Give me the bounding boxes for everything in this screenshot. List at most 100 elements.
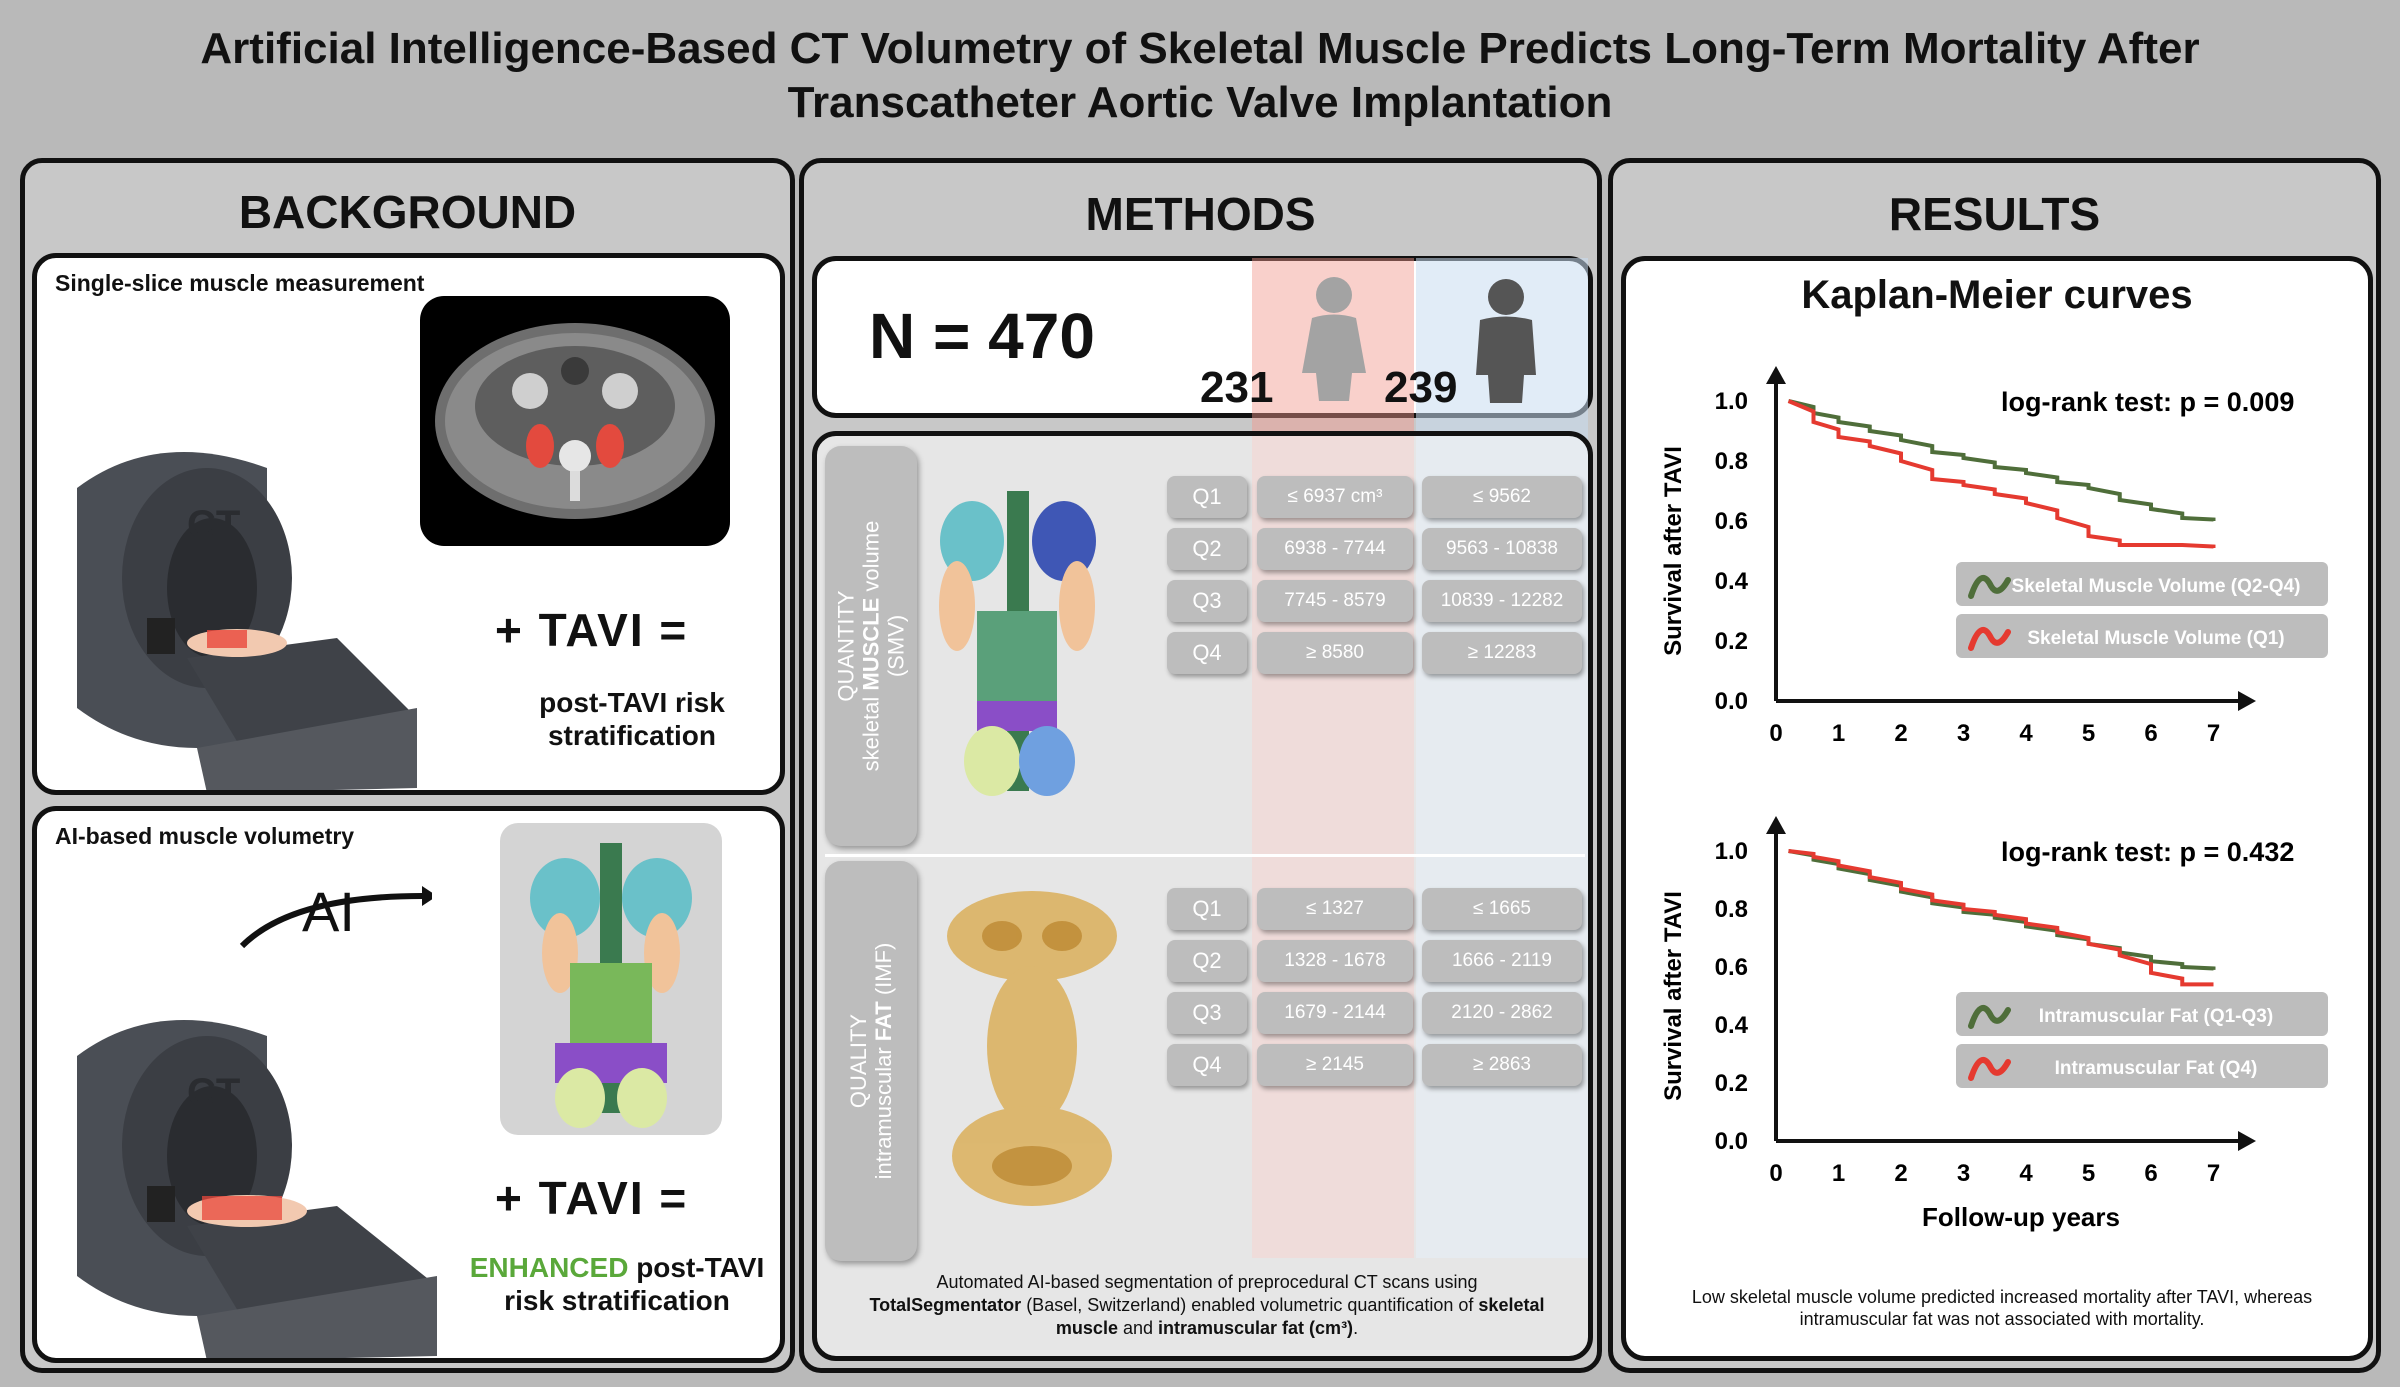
results-caption-l2: intramuscular fat was not associated wit… [1799,1309,2205,1329]
smv-tab: QUANTITY skeletal MUSCLE volume (SMV) [825,446,917,846]
male-range: ≥ 12283 [1422,632,1582,674]
y-tick-label: 1.0 [1715,838,1748,865]
ct-axial-image [420,296,730,546]
male-range: ≥ 2863 [1422,1044,1582,1086]
legend-swatch-icon [1968,575,2011,599]
smv-label-l2a: skeletal [858,690,884,772]
y-axis-arrow-icon [1766,816,1786,834]
single-slice-card: Single-slice muscle measurement CT [32,253,785,795]
y-axis-label: Survival after TAVI [1660,446,1687,656]
x-tick-label: 2 [1894,1160,1907,1187]
y-tick-label: 0.6 [1715,508,1748,535]
x-tick-label: 7 [2207,1160,2220,1187]
y-tick-label: 0.4 [1715,568,1749,595]
methods-caption-l3: muscle and intramuscular fat (cm³). [827,1317,1587,1340]
km-series-line [1788,849,2216,971]
background-panel: BACKGROUND Single-slice muscle measureme… [20,158,795,1373]
ai-volumetry-card: AI-based muscle volumetry AI [32,806,785,1363]
x-tick-label: 4 [2019,720,2033,747]
ct-scanner-bottom: CT [37,976,457,1358]
results-heading: RESULTS [1888,188,2101,240]
outcome-bottom-l1: ENHANCED post-TAVI [457,1251,777,1284]
x-tick-label: 0 [1769,1160,1782,1187]
y-tick-label: 0.2 [1715,1070,1748,1097]
female-range: ≥ 2145 [1257,1044,1413,1086]
x-axis-arrow-icon [2238,691,2256,711]
smv-label: QUANTITY skeletal MUSCLE volume (SMV) [834,521,909,772]
quartile-label: Q3 [1167,580,1247,622]
single-slice-title: Single-slice muscle measurement [55,270,425,296]
outcome-bottom: ENHANCED post-TAVI risk stratification [457,1251,777,1317]
x-tick-label: 0 [1769,720,1782,747]
x-tick-label: 6 [2144,1160,2157,1187]
ai-volumetry-title: AI-based muscle volumetry [55,823,355,849]
quartile-label: Q4 [1167,1044,1247,1086]
methods-caption: Automated AI-based segmentation of prepr… [827,1271,1587,1340]
methods-heading: METHODS [1085,188,1316,240]
y-tick-label: 1.0 [1715,388,1748,415]
methods-caption-l2: TotalSegmentator (Basel, Switzerland) en… [827,1294,1587,1317]
ct-slice-graphic [435,323,715,519]
y-tick-label: 0.4 [1715,1012,1749,1039]
male-count: 239 [1384,363,1458,412]
outcome-top-l2: stratification [547,720,717,751]
km-series-line [1788,399,2216,522]
ai-label: AI [302,880,355,943]
x-tick-label: 6 [2144,720,2157,747]
ct-label-2: CT [187,1071,240,1115]
title-line-1: Artificial Intelligence-Based CT Volumet… [200,24,2200,73]
imf-label-l2c: (IMF) [871,942,896,1002]
y-tick-label: 0.8 [1715,896,1748,923]
km-card: Kaplan-Meier curves 0.0 0.2 0.4 0.6 0.8 1.0 0 1… [1621,256,2373,1361]
female-range: ≥ 8580 [1257,632,1413,674]
smv-label-l2c: volume [858,520,884,598]
legend-swatch-icon [1968,627,2011,651]
caption-and: and [1117,1318,1159,1338]
x-tick-label: 1 [1832,1160,1845,1187]
legend-box [1956,614,2328,658]
y-tick-label: 0.8 [1715,448,1748,475]
x-tick-label: 5 [2082,720,2095,747]
km-chart-imf: 0.0 0.2 0.4 0.6 0.8 1.0 0 1 2 3 4 5 6 7 Survival after… [1660,816,2328,1232]
female-range: ≤ 6937 cm³ [1257,476,1413,518]
muscle-segmentation-image [500,823,722,1135]
km-series-line [1787,399,2216,549]
quartile-label: Q1 [1167,476,1247,518]
section-divider [825,854,1585,857]
male-range: ≤ 9562 [1422,476,1582,518]
y-axis-arrow-icon [1766,366,1786,384]
imf-label-l1: QUALITY [846,1013,871,1109]
legend-box [1956,992,2328,1036]
x-tick-label: 5 [2082,1160,2095,1187]
ct-scanner-graphic-2: CT [77,1020,437,1358]
legend-label: Intramuscular Fat (Q1-Q3) [2039,1006,2273,1027]
caption-p2: (Basel, Switzerland) enabled volumetric … [1021,1295,1479,1315]
imf-tab: QUALITY intramuscular FAT (IMF) [825,861,917,1261]
legend-box [1956,562,2328,606]
outcome-bottom-l2: risk stratification [504,1285,730,1316]
km-series-line [1788,849,2214,987]
quartile-label: Q1 [1167,888,1247,930]
quartile-label: Q2 [1167,528,1247,570]
methods-panel: METHODS N = 470 231 239 QUANTITY skeleta… [799,158,1602,1373]
imf-label-l2b: FAT [871,1001,896,1042]
imf-label: QUALITY intramuscular FAT (IMF) [846,943,896,1180]
poster-title: Artificial Intelligence-Based CT Volumet… [0,22,2400,130]
segmentation-card: QUANTITY skeletal MUSCLE volume (SMV) [812,431,1593,1361]
imf-label-l2a: intramuscular [871,1041,896,1180]
y-axis-label: Survival after TAVI [1660,891,1687,1101]
y-tick-label: 0.0 [1715,688,1748,715]
caption-muscle: muscle [1055,1318,1118,1338]
ct-scanner-top: CT [37,408,437,790]
female-range: 6938 - 7744 [1257,528,1413,570]
x-tick-label: 2 [1894,720,1907,747]
female-range: ≤ 1327 [1257,888,1413,930]
ai-arrow-graphic: AI [232,856,437,966]
y-tick-label: 0.2 [1715,628,1748,655]
outcome-top: post-TAVI risk stratification [507,686,757,752]
title-line-2: Transcatheter Aortic Valve Implantation [787,78,1613,127]
outcome-bottom-rest: post-TAVI [628,1252,765,1283]
smv-label-l2: skeletal MUSCLE volume [859,521,884,772]
female-count: 231 [1200,363,1274,412]
enhanced-word: ENHANCED [469,1252,629,1283]
